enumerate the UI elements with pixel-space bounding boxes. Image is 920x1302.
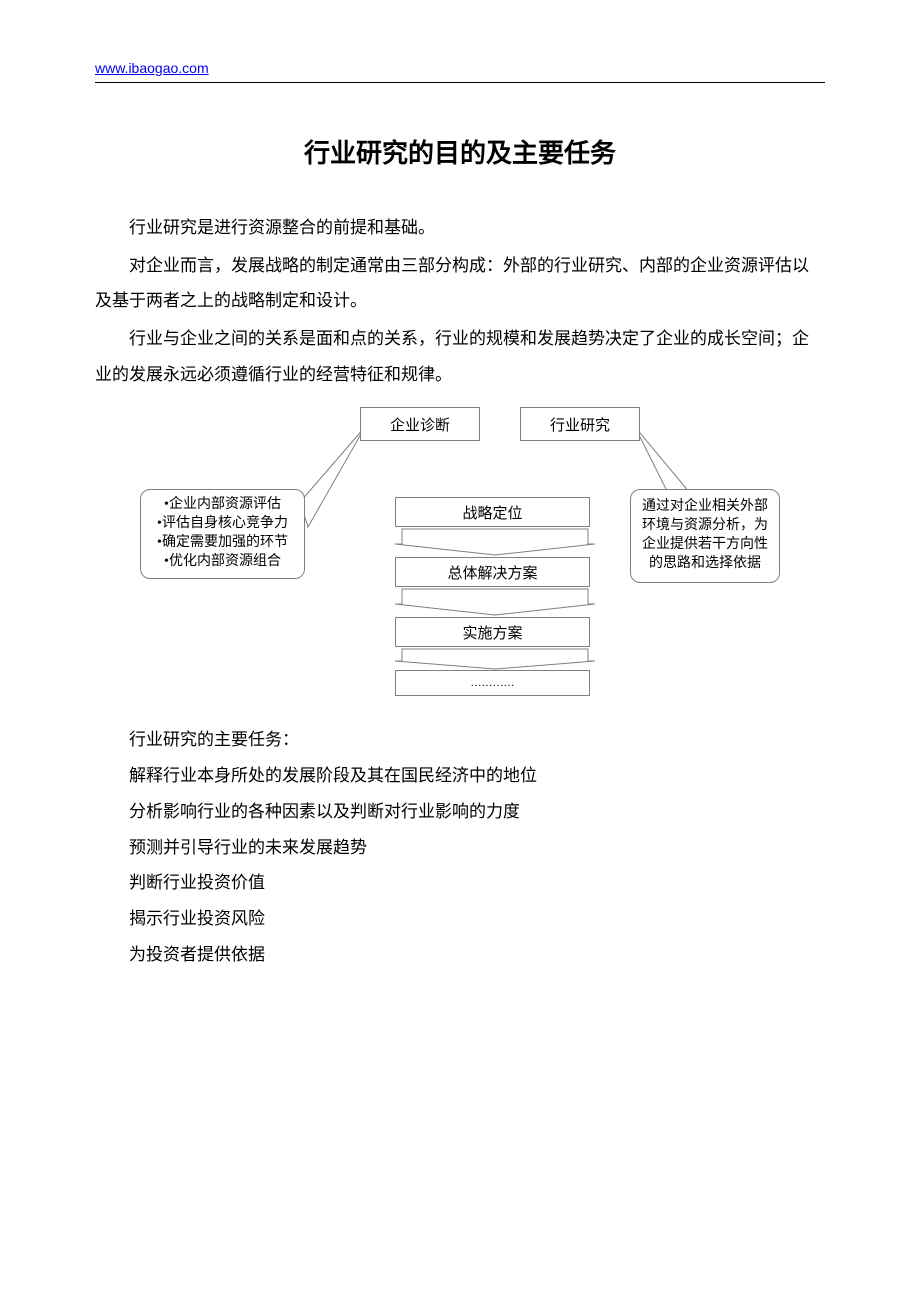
tasks-section: 行业研究的主要任务： 解释行业本身所处的发展阶段及其在国民经济中的地位 分析影响…: [95, 722, 825, 972]
node-overall-solution: 总体解决方案: [395, 557, 590, 587]
callout-left-line-1: •企业内部资源评估: [145, 496, 300, 515]
node-industry-research: 行业研究: [520, 407, 640, 441]
callout-right: 通过对企业相关外部环境与资源分析，为企业提供若干方向性的思路和选择依据: [630, 489, 780, 583]
flowchart-diagram: 企业诊断 行业研究 战略定位 总体解决方案 实施方案 ………… •企业内部资源评…: [140, 407, 780, 707]
document-page: www.ibaogao.com 行业研究的目的及主要任务 行业研究是进行资源整合…: [0, 0, 920, 972]
header-link[interactable]: www.ibaogao.com: [95, 60, 209, 76]
paragraph-1: 行业研究是进行资源整合的前提和基础。: [95, 210, 825, 246]
callout-left-line-2: •评估自身核心竞争力: [145, 515, 300, 534]
task-item-3: 预测并引导行业的未来发展趋势: [95, 830, 825, 866]
task-item-4: 判断行业投资价值: [95, 865, 825, 901]
page-title: 行业研究的目的及主要任务: [95, 133, 825, 170]
node-implementation-plan: 实施方案: [395, 617, 590, 647]
task-item-1: 解释行业本身所处的发展阶段及其在国民经济中的地位: [95, 758, 825, 794]
callout-left: •企业内部资源评估 •评估自身核心竞争力 •确定需要加强的环节 •优化内部资源组…: [140, 489, 305, 579]
paragraph-2: 对企业而言，发展战略的制定通常由三部分构成：外部的行业研究、内部的企业资源评估以…: [95, 248, 825, 319]
task-item-5: 揭示行业投资风险: [95, 901, 825, 937]
node-continuation: …………: [395, 670, 590, 696]
tasks-heading: 行业研究的主要任务：: [95, 722, 825, 758]
callout-left-line-4: •优化内部资源组合: [145, 553, 300, 572]
node-strategic-positioning: 战略定位: [395, 497, 590, 527]
task-item-6: 为投资者提供依据: [95, 937, 825, 973]
node-enterprise-diagnosis: 企业诊断: [360, 407, 480, 441]
task-item-2: 分析影响行业的各种因素以及判断对行业影响的力度: [95, 794, 825, 830]
header-divider: [95, 82, 825, 83]
callout-left-line-3: •确定需要加强的环节: [145, 534, 300, 553]
paragraph-3: 行业与企业之间的关系是面和点的关系，行业的规模和发展趋势决定了企业的成长空间；企…: [95, 321, 825, 392]
